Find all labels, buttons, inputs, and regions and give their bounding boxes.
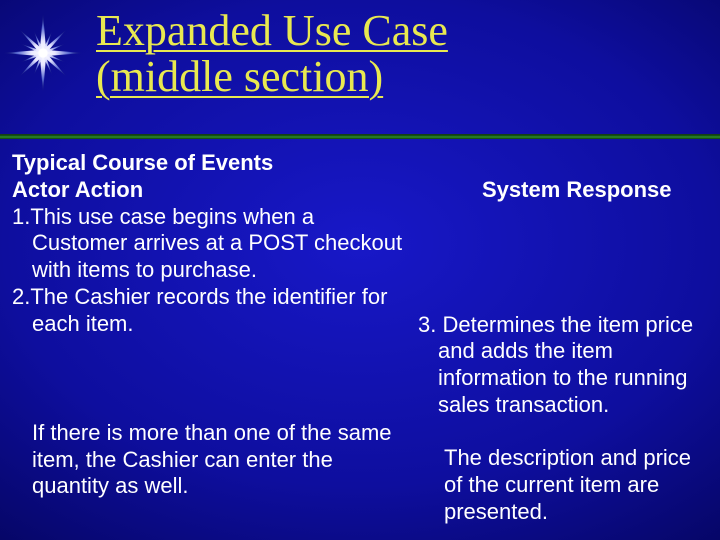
spacer — [418, 204, 706, 312]
title-divider — [0, 134, 720, 139]
actor-continuation: If there is more than one of the same it… — [12, 420, 412, 500]
title-line-1: Expanded Use Case — [96, 8, 700, 54]
starburst-icon — [4, 14, 82, 92]
system-response-column: 3. Determines the item price and adds th… — [418, 204, 706, 526]
title-line-2: (middle section) — [96, 54, 700, 100]
columns: 1.This use case begins when a Customer a… — [12, 204, 706, 526]
system-continuation: The description and price of the current… — [418, 445, 706, 525]
actor-action-column: 1.This use case begins when a Customer a… — [12, 204, 412, 526]
system-item-1: 3. Determines the item price and adds th… — [418, 312, 706, 419]
right-column-header: System Response — [412, 177, 706, 204]
spacer — [12, 338, 412, 420]
slide-title: Expanded Use Case (middle section) — [96, 8, 700, 100]
slide: Expanded Use Case (middle section) Typic… — [0, 0, 720, 540]
left-column-header: Actor Action — [12, 177, 412, 204]
body-content: Typical Course of Events Actor Action Sy… — [12, 150, 706, 525]
column-headers: Actor Action System Response — [12, 177, 706, 204]
actor-item-1: 1.This use case begins when a Customer a… — [12, 204, 412, 284]
actor-item-2: 2.The Cashier records the identifier for… — [12, 284, 412, 338]
section-header: Typical Course of Events — [12, 150, 706, 177]
